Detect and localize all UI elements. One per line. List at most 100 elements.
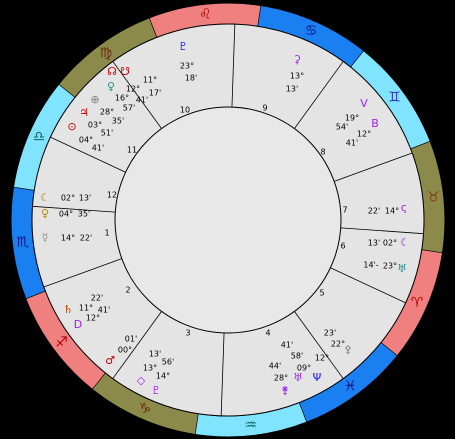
sign-glyph: ♋: [305, 23, 318, 39]
point-degree: 12°: [315, 354, 329, 363]
point-degree: 22°: [331, 340, 345, 349]
point-degree: 19°: [345, 114, 359, 123]
sign-glyph: ♐: [55, 334, 68, 350]
sign-glyph: ♏: [16, 235, 29, 251]
point-degree: 28°: [274, 374, 288, 383]
house-cusp: [43, 258, 122, 288]
house-number: 10: [180, 106, 190, 115]
point-glyph: ♇: [178, 40, 188, 53]
point-degree: 14°: [385, 207, 399, 216]
point-minute: 56': [162, 358, 174, 367]
house-cusp: [32, 205, 116, 213]
point-minute: 54': [336, 123, 348, 132]
point-degree: 00°: [118, 346, 132, 355]
point-minute: 13': [368, 239, 380, 248]
house-number: 9: [262, 104, 267, 113]
house-cusp: [334, 152, 413, 182]
sign-glyph: ♍: [99, 46, 112, 62]
point-glyph: ς: [401, 201, 407, 214]
point-degree: 12°: [86, 314, 100, 323]
house-cusp: [340, 227, 424, 235]
point-degree: 04°: [79, 136, 93, 145]
outer-circle: [10, 2, 446, 438]
house-number: 2: [125, 286, 130, 295]
point-minute: 41': [281, 341, 293, 350]
house-number: 12: [107, 191, 117, 200]
point-glyph: ☾: [400, 236, 410, 249]
point-minute: 22': [368, 207, 380, 216]
point-glyph: ♅: [293, 371, 303, 384]
point-glyph: ♃: [79, 106, 89, 119]
point-minute: 35': [78, 210, 90, 219]
point-glyph: ♄: [63, 303, 73, 316]
point-glyph: ♇: [151, 384, 161, 397]
house-number: 8: [320, 148, 325, 157]
point-minute: 57': [123, 104, 135, 113]
point-minute: 23': [324, 329, 336, 338]
point-glyph: ⊙: [67, 120, 76, 133]
point-degree: 11°: [143, 76, 157, 85]
sign-glyph: ♎: [33, 129, 46, 145]
house-number: 11: [127, 146, 137, 155]
point-glyph: ⚳: [293, 53, 301, 66]
point-degree: 11°: [79, 304, 93, 313]
point-minute: 41': [92, 144, 104, 153]
point-glyph: ♂: [105, 354, 115, 367]
point-degree: 13°: [143, 364, 157, 373]
point-glyph: ⚵: [281, 384, 289, 397]
point-glyph: V: [360, 97, 368, 110]
point-minute: 13': [79, 194, 91, 203]
point-minute: 41': [346, 139, 358, 148]
sign-glyph: ♑: [139, 401, 152, 417]
house-cusp: [294, 61, 344, 129]
house-number: 6: [340, 242, 345, 251]
point-glyph: ♀: [107, 80, 115, 93]
point-glyph: D: [74, 318, 82, 331]
house-cusp: [220, 332, 225, 416]
point-degree: 13°: [290, 72, 304, 81]
house-number: 1: [104, 229, 109, 238]
house-cusp: [294, 311, 344, 379]
point-minute: 18': [185, 74, 197, 83]
point-degree: 12°: [357, 130, 371, 139]
point-glyph: ⚴: [344, 343, 352, 356]
point-glyph: ☋: [120, 65, 130, 78]
house-number: 3: [185, 329, 190, 338]
sign-glyph: ♈: [411, 295, 424, 311]
inner-circle: [114, 106, 342, 334]
point-glyph: ☊: [107, 65, 117, 78]
point-minute: 41': [136, 96, 148, 105]
point-degree: 09°: [297, 364, 311, 373]
point-glyph: ♀: [41, 207, 49, 220]
house-cusp: [50, 136, 126, 173]
point-glyph: ♅: [397, 262, 407, 275]
point-minute: 01': [125, 335, 137, 344]
point-minute: 13': [286, 85, 298, 94]
point-degree: 16°: [115, 94, 129, 103]
point-minute: 14'-: [363, 261, 378, 270]
sign-glyph: ♌: [199, 7, 212, 23]
point-degree: 28°: [100, 108, 114, 117]
point-minute: 51': [101, 129, 113, 138]
point-glyph: ☾: [40, 191, 50, 204]
point-degree: 14°: [156, 372, 170, 381]
point-glyph: ◇: [137, 374, 146, 387]
point-minute: 13': [149, 350, 161, 359]
point-degree: 14°: [61, 234, 75, 243]
point-degree: 02°: [61, 194, 75, 203]
point-degree: 03°: [88, 121, 102, 130]
point-degree: 23°: [383, 262, 397, 271]
point-degree: 12°: [126, 85, 140, 94]
point-degree: 02°: [383, 239, 397, 248]
point-minute: 22': [80, 234, 92, 243]
house-number: 7: [342, 206, 347, 215]
point-degree: 23°: [180, 62, 194, 71]
point-glyph: ☿: [42, 231, 49, 244]
point-minute: 44': [269, 362, 281, 371]
sign-glyph: ♉: [427, 189, 440, 205]
point-minute: 58': [291, 352, 303, 361]
point-minute: 22': [91, 294, 103, 303]
point-minute: 41': [98, 306, 110, 315]
